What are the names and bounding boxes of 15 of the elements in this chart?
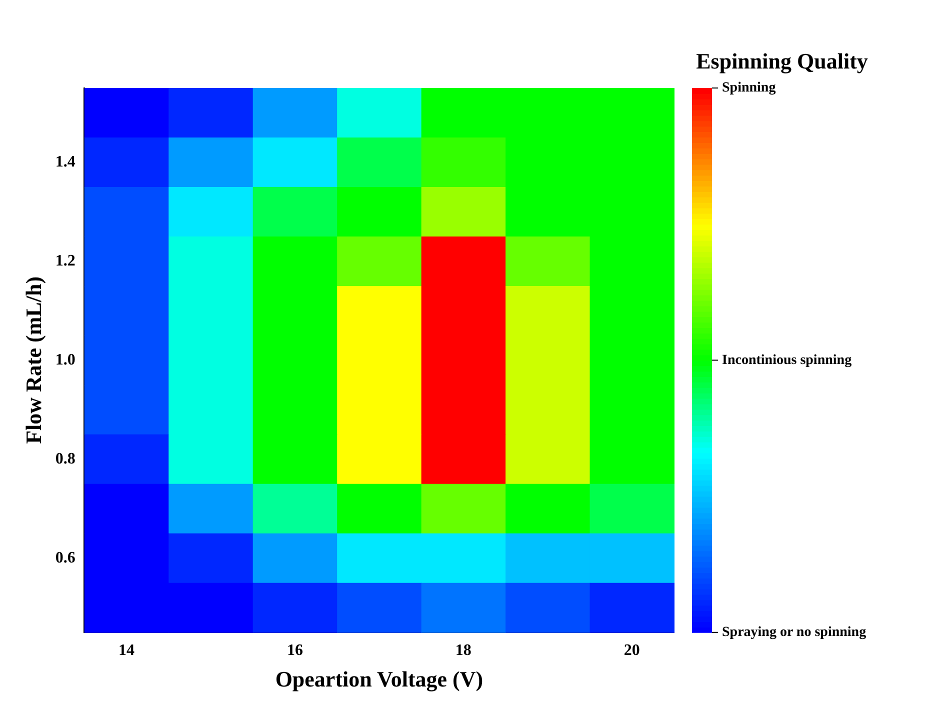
color-bar-label: Spinning xyxy=(722,80,776,96)
y-tick-label: 0.8 xyxy=(55,450,76,468)
y-tick-label: 0.6 xyxy=(55,549,76,566)
x-tick-label: 14 xyxy=(118,642,135,660)
color-bar-label: Incontinious spinning xyxy=(722,352,852,368)
y-axis-title: Flow Rate (mL/h) xyxy=(20,276,46,444)
x-tick-label: 18 xyxy=(455,642,472,660)
y-tick-label: 1.0 xyxy=(55,351,76,368)
x-tick-label: 20 xyxy=(624,642,640,660)
color-bar-label: Spraying or no spinning xyxy=(722,625,866,640)
color-bar-title: Espinning Quality xyxy=(696,48,868,74)
x-tick-label: 16 xyxy=(286,642,303,660)
x-axis-title: Opeartion Voltage (V) xyxy=(275,666,484,692)
y-tick-label: 1.2 xyxy=(55,252,76,270)
y-tick-label: 1.4 xyxy=(55,153,76,170)
